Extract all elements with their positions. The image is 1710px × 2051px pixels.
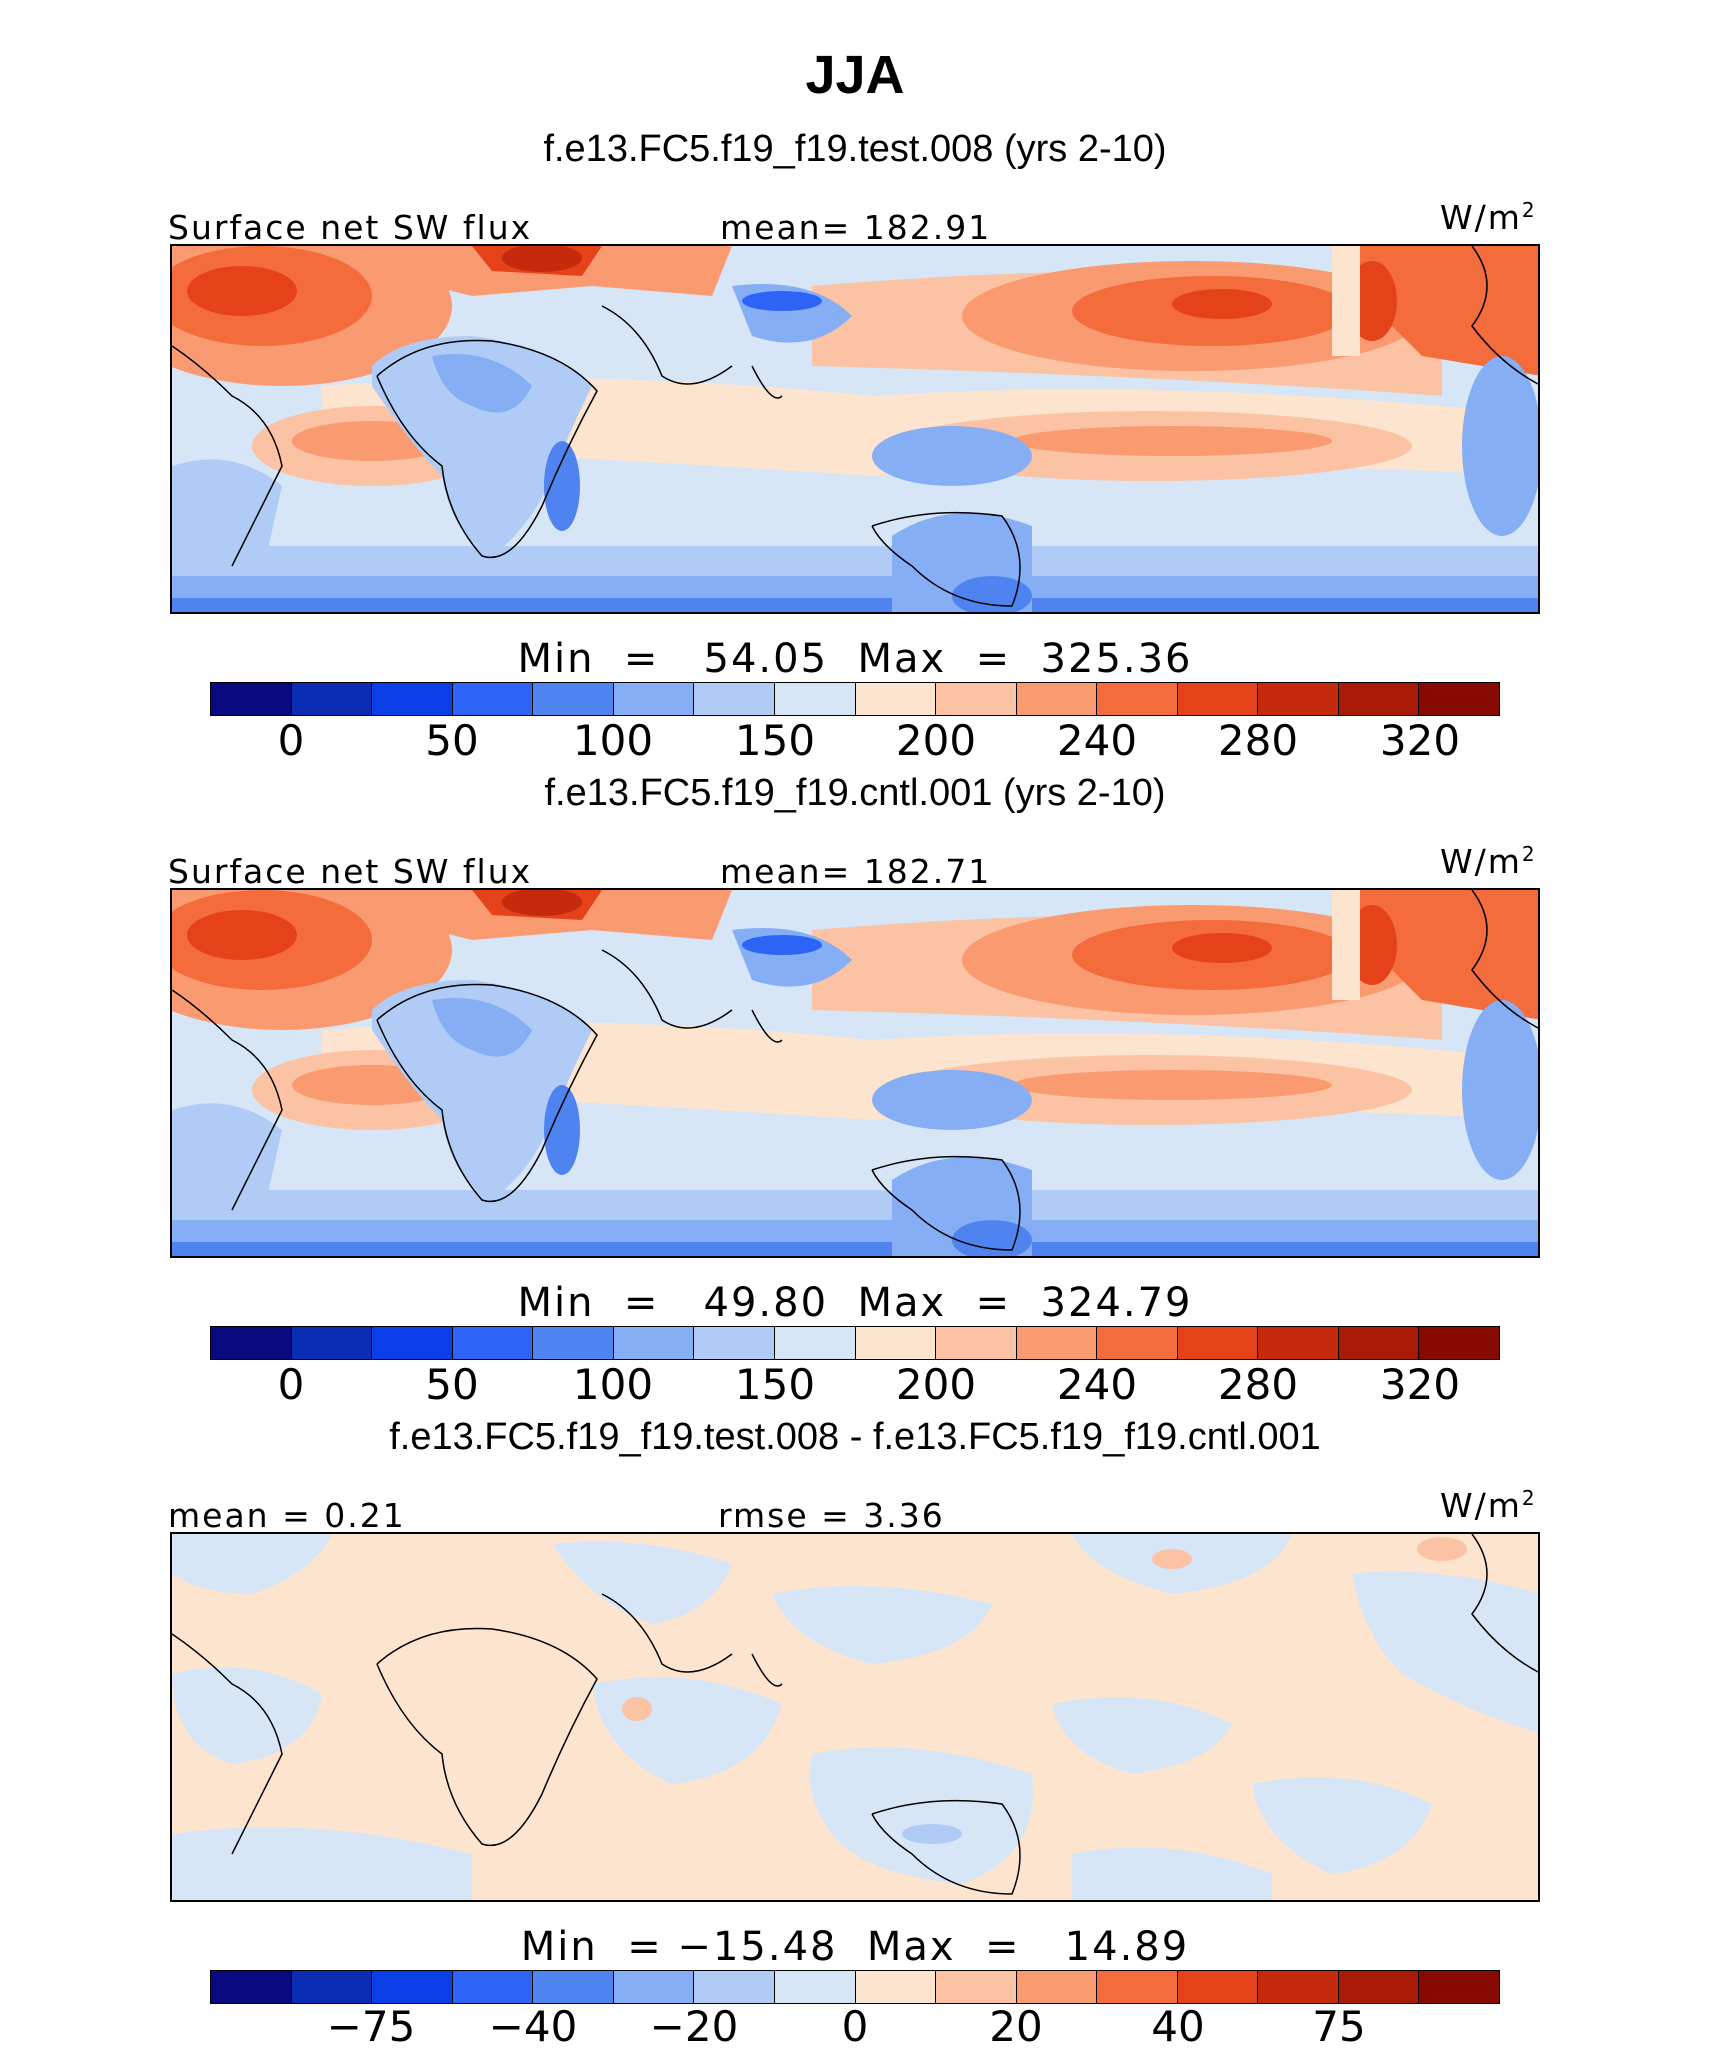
colorbar-swatch: [1177, 1327, 1259, 1359]
colorbar-swatch: [694, 683, 775, 715]
colorbar-swatch: [1338, 1971, 1420, 2003]
panel-2-tick: 150: [734, 1360, 816, 1409]
colorbar-swatch: [774, 1971, 856, 2003]
colorbar-swatch: [1419, 1971, 1499, 2003]
panel-1-tick: 200: [895, 716, 977, 765]
panel-3-tick: −75: [326, 2002, 416, 2051]
colorbar-swatch: [936, 1971, 1017, 2003]
colorbar-swatch: [613, 683, 695, 715]
panel-3-tick: 20: [989, 2002, 1043, 2051]
figure-title: JJA: [805, 45, 905, 105]
panel-2-variable-label: Surface net SW flux: [168, 852, 533, 891]
panel-1-tick: 100: [572, 716, 654, 765]
colorbar-swatch: [694, 1327, 775, 1359]
panel-2-mean-label: mean= 182.71: [720, 852, 992, 891]
colorbar-swatch: [1338, 1327, 1420, 1359]
panel-2-tick: 240: [1056, 1360, 1138, 1409]
panel-3-mean-label: mean = 0.21: [168, 1496, 406, 1535]
colorbar-swatch: [211, 683, 292, 715]
panel-1-variable-label: Surface net SW flux: [168, 208, 533, 247]
colorbar-swatch: [452, 1327, 534, 1359]
panel-1-map: [170, 244, 1540, 614]
panel-2-colorbar: [210, 1326, 1500, 1360]
panel-2-tick: 100: [572, 1360, 654, 1409]
colorbar-swatch: [774, 1327, 856, 1359]
panel-1-map-field: [172, 246, 1538, 612]
colorbar-swatch: [211, 1971, 292, 2003]
colorbar-swatch: [533, 683, 614, 715]
colorbar-swatch: [694, 1971, 775, 2003]
panel-3-minmax: Min = −15.48 Max = 14.89: [520, 1924, 1190, 1970]
colorbar-swatch: [855, 1327, 937, 1359]
panel-2-tick: 50: [425, 1360, 479, 1409]
panel-3-title: f.e13.FC5.f19_f19.test.008 - f.e13.FC5.f…: [389, 1416, 1321, 1458]
colorbar-swatch: [1177, 1971, 1259, 2003]
panel-2-tick: 280: [1217, 1360, 1299, 1409]
panel-3-map: [170, 1532, 1540, 1902]
colorbar-swatch: [1177, 683, 1259, 715]
colorbar-swatch: [1419, 1327, 1499, 1359]
colorbar-swatch: [533, 1327, 614, 1359]
panel-2-map-field: [172, 890, 1538, 1256]
colorbar-swatch: [1419, 683, 1499, 715]
panel-1-tick: 0: [277, 716, 305, 765]
colorbar-swatch: [1097, 1327, 1178, 1359]
colorbar-swatch: [855, 683, 937, 715]
colorbar-swatch: [613, 1971, 695, 2003]
colorbar-swatch: [291, 1971, 373, 2003]
panel-3-tick: 0: [841, 2002, 869, 2051]
panel-2-tick: 200: [895, 1360, 977, 1409]
colorbar-swatch: [1016, 1971, 1098, 2003]
panel-3-units: W/m2: [1440, 1486, 1537, 1525]
panel-3-colorbar: [210, 1970, 1500, 2004]
panel-3-rmse-label: rmse = 3.36: [718, 1496, 945, 1535]
colorbar-swatch: [936, 1327, 1017, 1359]
colorbar-swatch: [1258, 683, 1339, 715]
panel-2-tick: 0: [277, 1360, 305, 1409]
colorbar-swatch: [452, 683, 534, 715]
panel-2-map: [170, 888, 1540, 1258]
colorbar-swatch: [372, 1971, 453, 2003]
panel-1-colorbar: [210, 682, 1500, 716]
colorbar-swatch: [1258, 1971, 1339, 2003]
panel-1-mean-label: mean= 182.91: [720, 208, 992, 247]
panel-2-units: W/m2: [1440, 842, 1537, 881]
panel-3-tick: 40: [1151, 2002, 1205, 2051]
panel-2-title: f.e13.FC5.f19_f19.cntl.001 (yrs 2-10): [544, 772, 1166, 814]
panel-1-tick: 320: [1379, 716, 1461, 765]
panel-1-units: W/m2: [1440, 198, 1537, 237]
panel-3-tick: −20: [649, 2002, 739, 2051]
colorbar-swatch: [372, 683, 453, 715]
colorbar-swatch: [855, 1971, 937, 2003]
panel-3-tick: −40: [488, 2002, 578, 2051]
colorbar-swatch: [533, 1971, 614, 2003]
colorbar-swatch: [291, 683, 373, 715]
colorbar-swatch: [291, 1327, 373, 1359]
colorbar-swatch: [452, 1971, 534, 2003]
panel-1-tick: 280: [1217, 716, 1299, 765]
colorbar-swatch: [1097, 683, 1178, 715]
colorbar-swatch: [372, 1327, 453, 1359]
colorbar-swatch: [211, 1327, 292, 1359]
panel-1-tick: 150: [734, 716, 816, 765]
colorbar-swatch: [1097, 1971, 1178, 2003]
panel-3-tick: 75: [1312, 2002, 1366, 2051]
colorbar-swatch: [1016, 1327, 1098, 1359]
colorbar-swatch: [1016, 683, 1098, 715]
colorbar-swatch: [774, 683, 856, 715]
colorbar-swatch: [613, 1327, 695, 1359]
colorbar-swatch: [1338, 683, 1420, 715]
panel-1-minmax: Min = 54.05 Max = 325.36: [517, 636, 1193, 682]
panel-1-title: f.e13.FC5.f19_f19.test.008 (yrs 2-10): [543, 128, 1167, 170]
panel-1-tick: 50: [425, 716, 479, 765]
colorbar-swatch: [1258, 1327, 1339, 1359]
panel-2-minmax: Min = 49.80 Max = 324.79: [517, 1280, 1193, 1326]
panel-1-tick: 240: [1056, 716, 1138, 765]
panel-2-tick: 320: [1379, 1360, 1461, 1409]
panel-3-map-field: [172, 1534, 1538, 1900]
colorbar-swatch: [936, 683, 1017, 715]
